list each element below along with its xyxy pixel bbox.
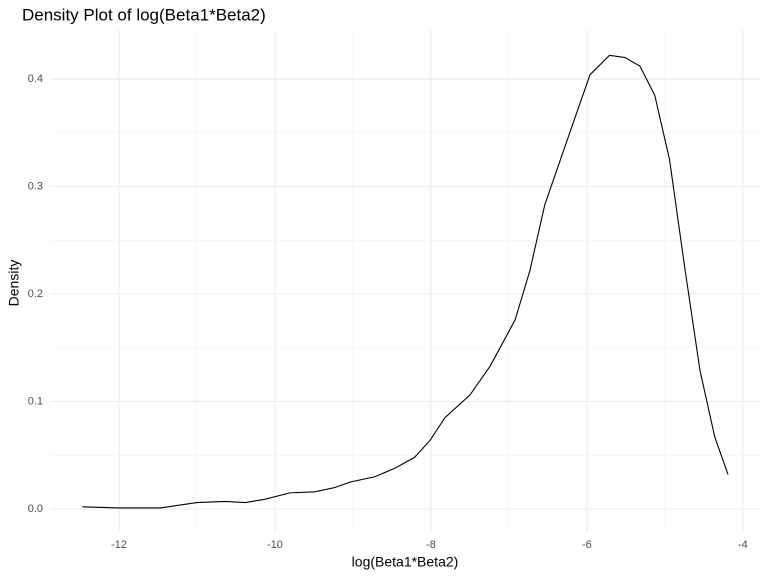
x-tick-label: -8: [426, 539, 436, 551]
x-tick-label: -6: [582, 539, 592, 551]
y-tick-label: 0.2: [28, 288, 43, 300]
y-axis-label: Density: [6, 260, 22, 307]
x-tick-label: -10: [267, 539, 283, 551]
density-line: [82, 54, 729, 509]
x-axis-label: log(Beta1*Beta2): [352, 554, 459, 570]
y-tick-label: 0.4: [28, 73, 43, 85]
y-tick-label: 0.1: [28, 395, 43, 407]
y-tick-label: 0.3: [28, 180, 43, 192]
x-tick-label: -4: [738, 539, 748, 551]
y-tick-label: 0.0: [28, 503, 43, 515]
chart-title: Density Plot of log(Beta1*Beta2): [22, 5, 266, 24]
x-tick-label: -12: [111, 539, 127, 551]
